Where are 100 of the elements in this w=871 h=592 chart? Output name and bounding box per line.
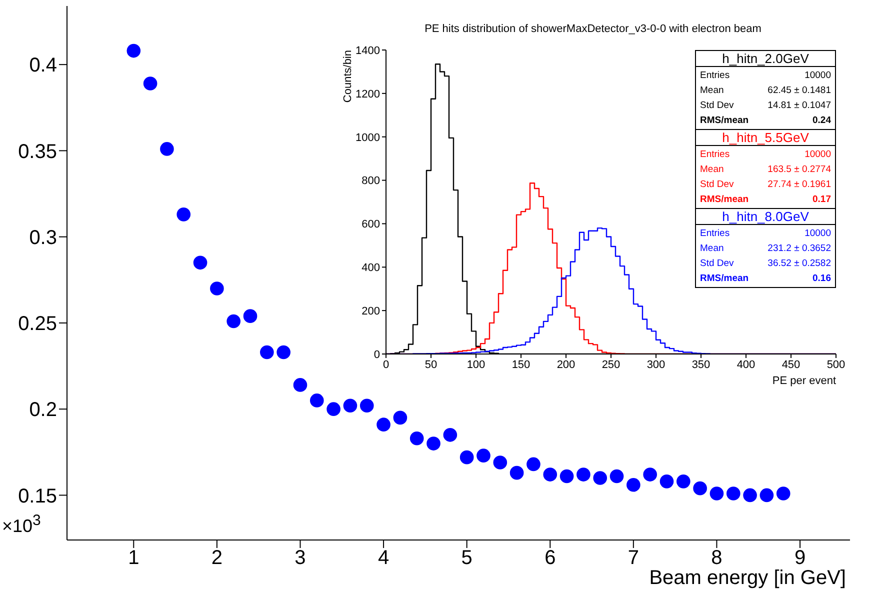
point (310, 394, 324, 408)
annotation: 0.16 (812, 272, 831, 286)
x-tick-label: 9 (794, 547, 806, 570)
y-tick-label: 0.25 (18, 313, 57, 336)
annotation: Entries (700, 148, 730, 162)
y-tick-label: 1200 (356, 88, 380, 100)
y-tick-label: 1400 (356, 44, 380, 57)
annotation: 27.74 ± 0.1961 (768, 178, 831, 192)
point (776, 486, 790, 500)
point (210, 282, 224, 296)
annotation: 10000 (804, 227, 831, 241)
annotation: 36.52 ± 0.2582 (768, 257, 831, 271)
point (260, 345, 274, 360)
x-tick-label: 250 (602, 358, 620, 371)
annotation: Mean (700, 84, 724, 98)
point (460, 450, 474, 464)
annotation: RMS/mean (700, 114, 749, 128)
point (426, 436, 440, 450)
point (160, 142, 174, 156)
x-tick-label: 100 (466, 358, 486, 371)
x-tick-label: 6 (544, 547, 556, 570)
annotation: 14.81 ± 0.1047 (768, 99, 831, 113)
x-tick-label: 450 (782, 358, 800, 371)
x-tick-label: 300 (646, 358, 666, 371)
point (410, 431, 424, 446)
point (610, 469, 624, 484)
point (343, 398, 358, 413)
annotation: 10000 (804, 148, 831, 162)
annotation: 0.17 (812, 193, 831, 207)
point (326, 402, 340, 416)
point (593, 471, 608, 485)
y-axis-title: Counts/bin (342, 50, 354, 103)
point (443, 428, 458, 442)
x-axis-title: Beam energy [in GeV] (649, 567, 846, 589)
point (293, 378, 308, 392)
y-tick-label: 1000 (356, 132, 380, 144)
y-tick-label: 0.4 (29, 54, 57, 77)
annotation: 10000 (804, 69, 831, 83)
point (176, 208, 191, 222)
x-tick-label: 500 (826, 358, 846, 371)
annotation: Std Dev (700, 99, 734, 113)
y-tick-label: 600 (362, 218, 380, 231)
x-tick-label: 400 (736, 358, 756, 371)
point (360, 398, 374, 413)
y-tick-label: 200 (362, 305, 380, 318)
point (660, 474, 674, 488)
annotation: RMS/mean (700, 193, 749, 207)
x-tick-label: 150 (512, 358, 530, 371)
point (743, 488, 757, 502)
x-tick-label: 350 (692, 358, 710, 371)
point (126, 44, 141, 58)
point (393, 410, 408, 425)
text: ×10$^{3}$ (2, 512, 41, 537)
x-tick-label: 1 (128, 547, 140, 570)
point (710, 486, 724, 500)
chart-title: PE hits distribution of showerMaxDetector_v3-0-0 with electron beam (424, 23, 762, 35)
point (626, 478, 640, 492)
point (693, 481, 707, 496)
annotation: 163.5 ± 0.2774 (768, 163, 831, 177)
point (143, 76, 158, 90)
y-tick-label: 800 (362, 175, 380, 188)
x-tick-label: 200 (556, 358, 576, 371)
annotation: 62.45 ± 0.1481 (768, 84, 831, 98)
text: h_hitn_5.5GeV (696, 130, 835, 146)
point (543, 468, 558, 482)
y-tick-label: 0.2 (29, 399, 57, 422)
annotation: 231.2 ± 0.3652 (768, 242, 831, 256)
point (193, 256, 208, 270)
point (226, 314, 241, 328)
y-tick-label: 0 (374, 348, 380, 361)
y-tick-label: 400 (362, 262, 380, 274)
x-tick-label: 0 (382, 358, 390, 371)
point (643, 468, 657, 482)
annotation: Entries (700, 227, 730, 241)
point (576, 468, 590, 482)
annotation: Entries (700, 69, 730, 83)
annotation: 0.24 (812, 114, 831, 128)
y-tick-label: 0.3 (29, 226, 57, 249)
annotation: Std Dev (700, 178, 734, 192)
annotation: RMS/mean (700, 272, 749, 286)
x-tick-label: 2 (211, 547, 222, 570)
annotation: Mean (700, 242, 724, 256)
text: h_hitn_2.0GeV (696, 51, 835, 67)
annotation: Mean (700, 163, 724, 177)
point (726, 486, 740, 500)
x-axis-title: PE per event (772, 375, 836, 387)
y-tick-label: 0.35 (18, 140, 57, 163)
point (493, 456, 508, 470)
x-tick-label: 3 (294, 547, 306, 570)
y-tick-label: 0.15 (18, 485, 57, 508)
point (560, 469, 574, 484)
x-tick-label: 4 (378, 547, 390, 570)
point (510, 466, 524, 480)
x-tick-label: 5 (461, 547, 472, 570)
point (476, 448, 490, 462)
x-tick-label: 7 (628, 547, 639, 570)
x-tick-label: 8 (711, 547, 722, 570)
point (760, 488, 774, 502)
text: h_hitn_8.0GeV (696, 209, 835, 225)
point (526, 457, 540, 472)
